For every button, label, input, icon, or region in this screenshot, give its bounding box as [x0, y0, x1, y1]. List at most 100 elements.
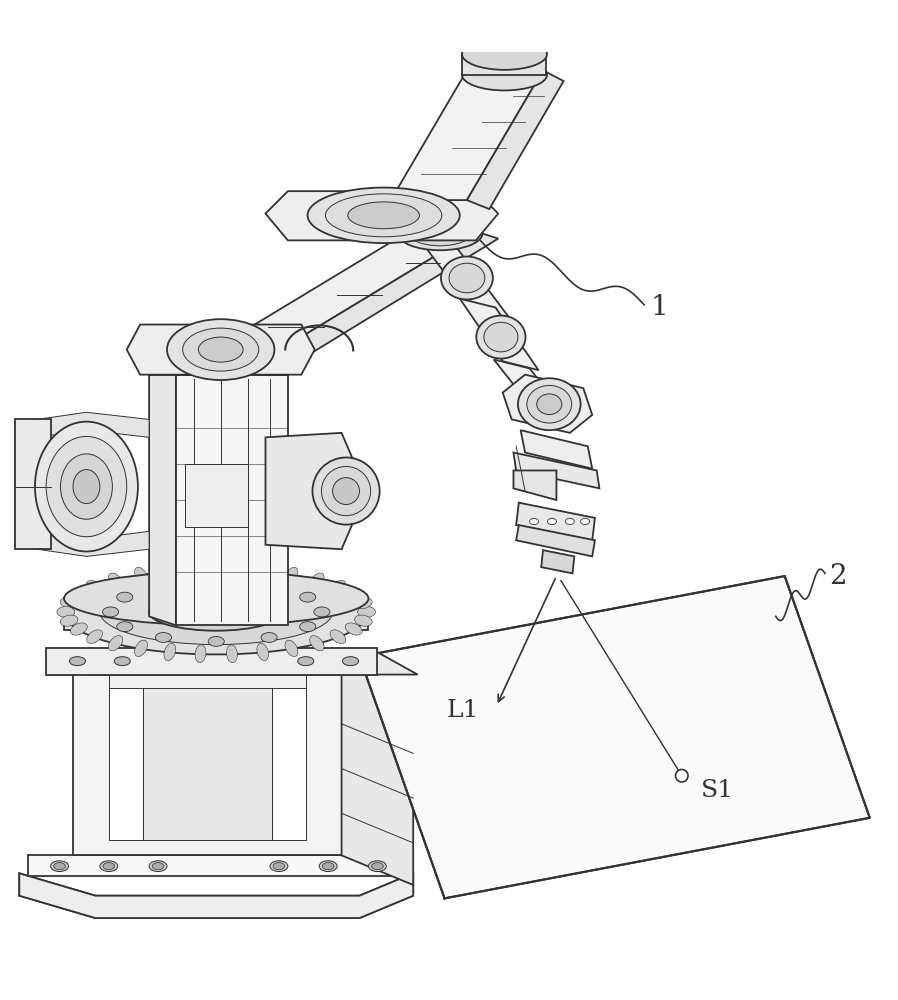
- Ellipse shape: [109, 573, 123, 588]
- Ellipse shape: [100, 579, 332, 645]
- Ellipse shape: [109, 636, 123, 651]
- Ellipse shape: [195, 561, 206, 579]
- Ellipse shape: [226, 645, 237, 663]
- Polygon shape: [503, 375, 593, 433]
- Ellipse shape: [226, 561, 237, 579]
- Polygon shape: [420, 240, 512, 321]
- Ellipse shape: [285, 567, 298, 584]
- Polygon shape: [341, 652, 413, 885]
- Circle shape: [675, 769, 688, 782]
- Polygon shape: [109, 670, 305, 840]
- Polygon shape: [37, 531, 149, 556]
- Ellipse shape: [581, 518, 590, 525]
- Ellipse shape: [261, 581, 277, 591]
- Ellipse shape: [208, 577, 224, 587]
- Ellipse shape: [164, 563, 176, 581]
- Ellipse shape: [300, 592, 316, 602]
- Ellipse shape: [566, 518, 575, 525]
- Ellipse shape: [527, 385, 572, 423]
- Text: 2: 2: [830, 563, 847, 590]
- Polygon shape: [15, 419, 50, 549]
- Ellipse shape: [257, 643, 269, 661]
- Ellipse shape: [117, 592, 133, 602]
- Ellipse shape: [100, 861, 118, 872]
- Ellipse shape: [60, 598, 78, 609]
- Polygon shape: [149, 359, 288, 375]
- Ellipse shape: [325, 194, 442, 237]
- Ellipse shape: [153, 863, 163, 870]
- Ellipse shape: [537, 394, 562, 415]
- Ellipse shape: [368, 861, 386, 872]
- Ellipse shape: [409, 221, 471, 246]
- Polygon shape: [541, 550, 575, 573]
- Ellipse shape: [530, 518, 539, 525]
- Ellipse shape: [484, 322, 518, 352]
- Ellipse shape: [257, 563, 269, 581]
- Ellipse shape: [173, 600, 259, 624]
- Ellipse shape: [518, 378, 581, 430]
- Ellipse shape: [313, 457, 380, 525]
- Ellipse shape: [70, 623, 87, 635]
- Ellipse shape: [462, 39, 547, 70]
- Polygon shape: [73, 652, 341, 855]
- Polygon shape: [272, 670, 305, 840]
- Ellipse shape: [476, 316, 525, 359]
- Ellipse shape: [198, 337, 243, 362]
- Ellipse shape: [330, 580, 346, 594]
- Ellipse shape: [50, 861, 68, 872]
- Polygon shape: [127, 325, 314, 375]
- Polygon shape: [149, 366, 176, 625]
- Ellipse shape: [70, 589, 87, 601]
- Ellipse shape: [449, 263, 485, 293]
- Ellipse shape: [149, 861, 167, 872]
- Ellipse shape: [191, 605, 241, 619]
- Polygon shape: [19, 873, 413, 918]
- Polygon shape: [109, 670, 143, 840]
- Polygon shape: [516, 503, 594, 540]
- Ellipse shape: [441, 256, 493, 299]
- Ellipse shape: [310, 573, 324, 588]
- Ellipse shape: [310, 636, 324, 651]
- Ellipse shape: [273, 863, 285, 870]
- Polygon shape: [109, 670, 305, 688]
- Polygon shape: [64, 598, 368, 630]
- Ellipse shape: [322, 863, 334, 870]
- Polygon shape: [266, 191, 498, 240]
- Ellipse shape: [182, 328, 259, 371]
- Polygon shape: [198, 231, 476, 359]
- Polygon shape: [19, 873, 413, 918]
- Polygon shape: [460, 299, 539, 370]
- Ellipse shape: [270, 861, 288, 872]
- Ellipse shape: [60, 454, 112, 519]
- Ellipse shape: [298, 657, 313, 666]
- Ellipse shape: [330, 630, 346, 643]
- Polygon shape: [266, 433, 355, 549]
- Text: L1: L1: [446, 699, 479, 722]
- Ellipse shape: [355, 598, 372, 609]
- Polygon shape: [176, 375, 288, 625]
- Ellipse shape: [102, 607, 119, 617]
- Polygon shape: [391, 70, 543, 200]
- Ellipse shape: [87, 580, 102, 594]
- Polygon shape: [514, 470, 557, 500]
- Polygon shape: [185, 464, 248, 527]
- Ellipse shape: [321, 466, 371, 516]
- Ellipse shape: [195, 645, 206, 663]
- Polygon shape: [359, 576, 870, 898]
- Ellipse shape: [548, 518, 557, 525]
- Polygon shape: [46, 648, 377, 675]
- Ellipse shape: [462, 59, 547, 90]
- Ellipse shape: [342, 657, 358, 666]
- Polygon shape: [28, 855, 409, 876]
- Ellipse shape: [114, 657, 130, 666]
- Ellipse shape: [135, 640, 147, 657]
- Ellipse shape: [54, 863, 66, 870]
- Ellipse shape: [307, 188, 460, 243]
- Polygon shape: [514, 453, 599, 488]
- Ellipse shape: [372, 863, 383, 870]
- Ellipse shape: [345, 623, 362, 635]
- Ellipse shape: [149, 593, 284, 631]
- Ellipse shape: [357, 607, 375, 617]
- Ellipse shape: [69, 657, 85, 666]
- Ellipse shape: [60, 615, 78, 626]
